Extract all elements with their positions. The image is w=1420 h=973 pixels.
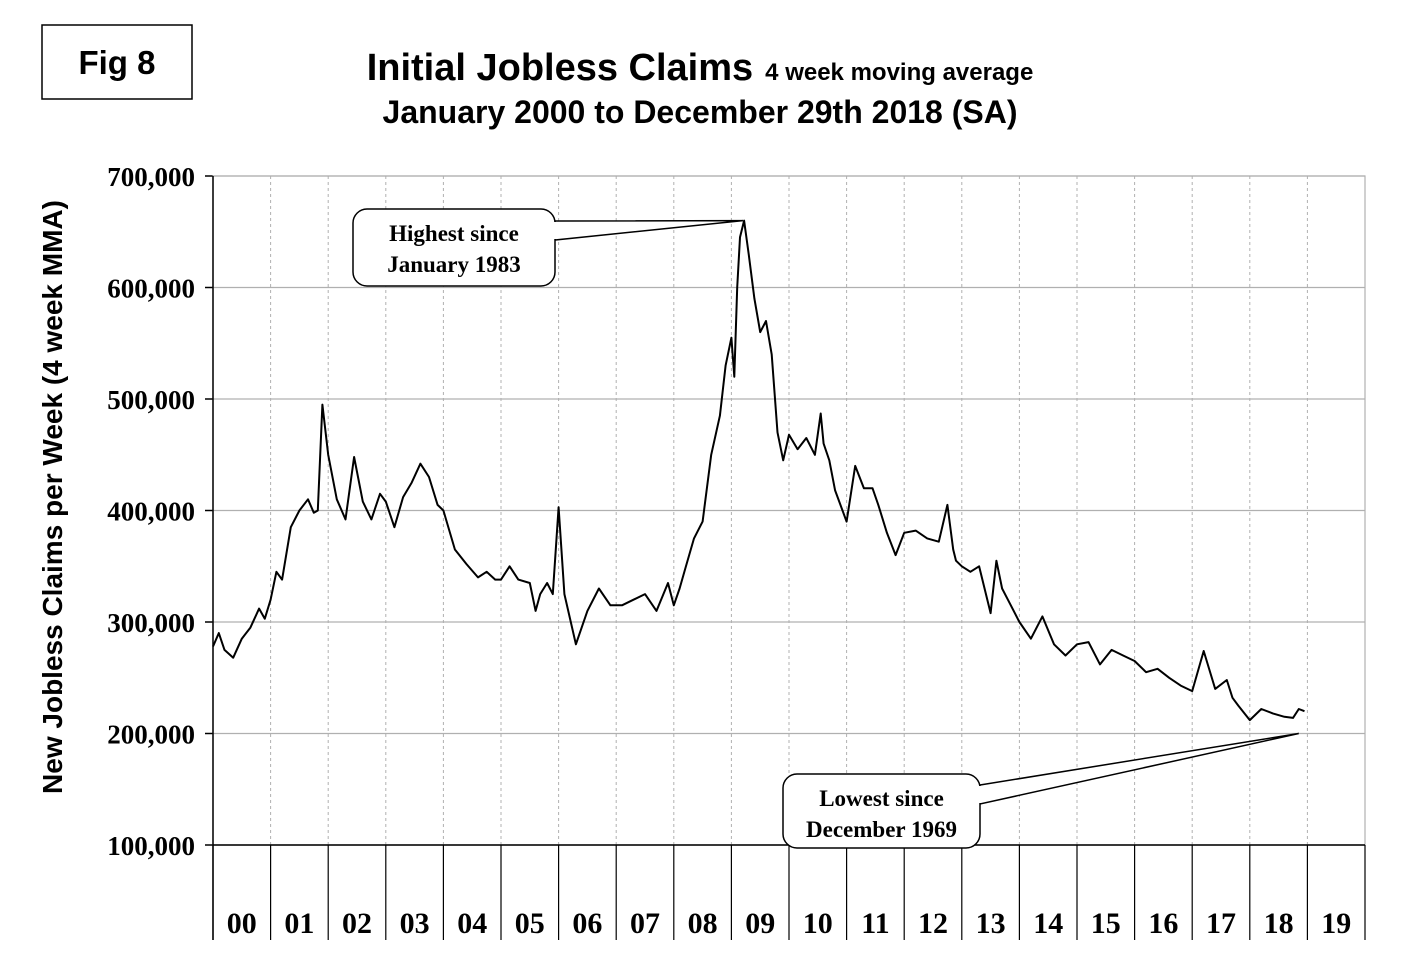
annotation-text: December 1969 <box>806 817 957 842</box>
annotation-callout: Highest since January 1983 <box>352 208 743 287</box>
x-tick-label: 18 <box>1264 907 1294 940</box>
x-tick-label: 02 <box>342 907 372 940</box>
axis-layer: 100,000 200,000 300,000 400,000 500,000 600,0… <box>107 162 1366 940</box>
chart-title: Initial Jobless Claims 4 week moving aver… <box>367 47 1034 89</box>
annotation-layer: Highest since January 1983 Lowest since Dec… <box>352 208 1299 849</box>
series-line <box>212 219 1305 722</box>
x-tick-label: 14 <box>1033 907 1063 940</box>
x-tick-label: 01 <box>284 907 314 940</box>
x-tick-label: 10 <box>803 907 833 940</box>
y-tick-label: 400,000 <box>107 497 195 527</box>
x-tick-label: 19 <box>1321 907 1351 940</box>
y-tick-label: 300,000 <box>107 608 195 638</box>
annotation-text: January 1983 <box>387 252 521 277</box>
x-tick-label: 15 <box>1091 907 1121 940</box>
x-tick-label: 17 <box>1206 907 1236 940</box>
chart-subtitle: January 2000 to December 29th 2018 (SA) <box>383 94 1018 130</box>
y-tick-label: 500,000 <box>107 385 195 415</box>
x-tick-label: 00 <box>227 907 257 940</box>
annotation-joint <box>552 222 556 239</box>
chart-title-main: Initial Jobless Claims <box>367 47 753 89</box>
x-tick-label: 16 <box>1148 907 1178 940</box>
series-layer <box>212 219 1305 722</box>
annotation-box <box>782 773 981 849</box>
y-tick-label: 600,000 <box>107 274 195 304</box>
figure-label: Fig 8 <box>41 24 193 100</box>
y-tick-label: 700,000 <box>107 162 195 192</box>
annotation-callout: Lowest since December 1969 <box>782 732 1299 849</box>
x-tick-label: 12 <box>918 907 948 940</box>
y-axis-label: New Jobless Claims per Week (4 week MMA) <box>37 200 68 794</box>
x-tick-label: 11 <box>861 907 889 940</box>
x-tick-label: 13 <box>976 907 1006 940</box>
x-tick-label: 05 <box>515 907 545 940</box>
figure-label-text: Fig 8 <box>78 44 155 81</box>
x-tick-label: 08 <box>688 907 718 940</box>
x-tick-label: 06 <box>572 907 602 940</box>
annotation-joint <box>977 786 981 803</box>
figure-label-box <box>41 24 193 100</box>
chart-title-suffix: 4 week moving average <box>765 59 1033 86</box>
annotation-text: Highest since <box>389 221 519 246</box>
y-tick-label: 200,000 <box>107 720 195 750</box>
y-tick-label: 100,000 <box>107 831 195 861</box>
x-tick-label: 09 <box>745 907 775 940</box>
x-tick-label: 04 <box>457 907 487 940</box>
annotation-box <box>352 208 556 287</box>
x-tick-label: 03 <box>400 907 430 940</box>
x-tick-label: 07 <box>630 907 660 940</box>
annotation-text: Lowest since <box>819 786 944 811</box>
